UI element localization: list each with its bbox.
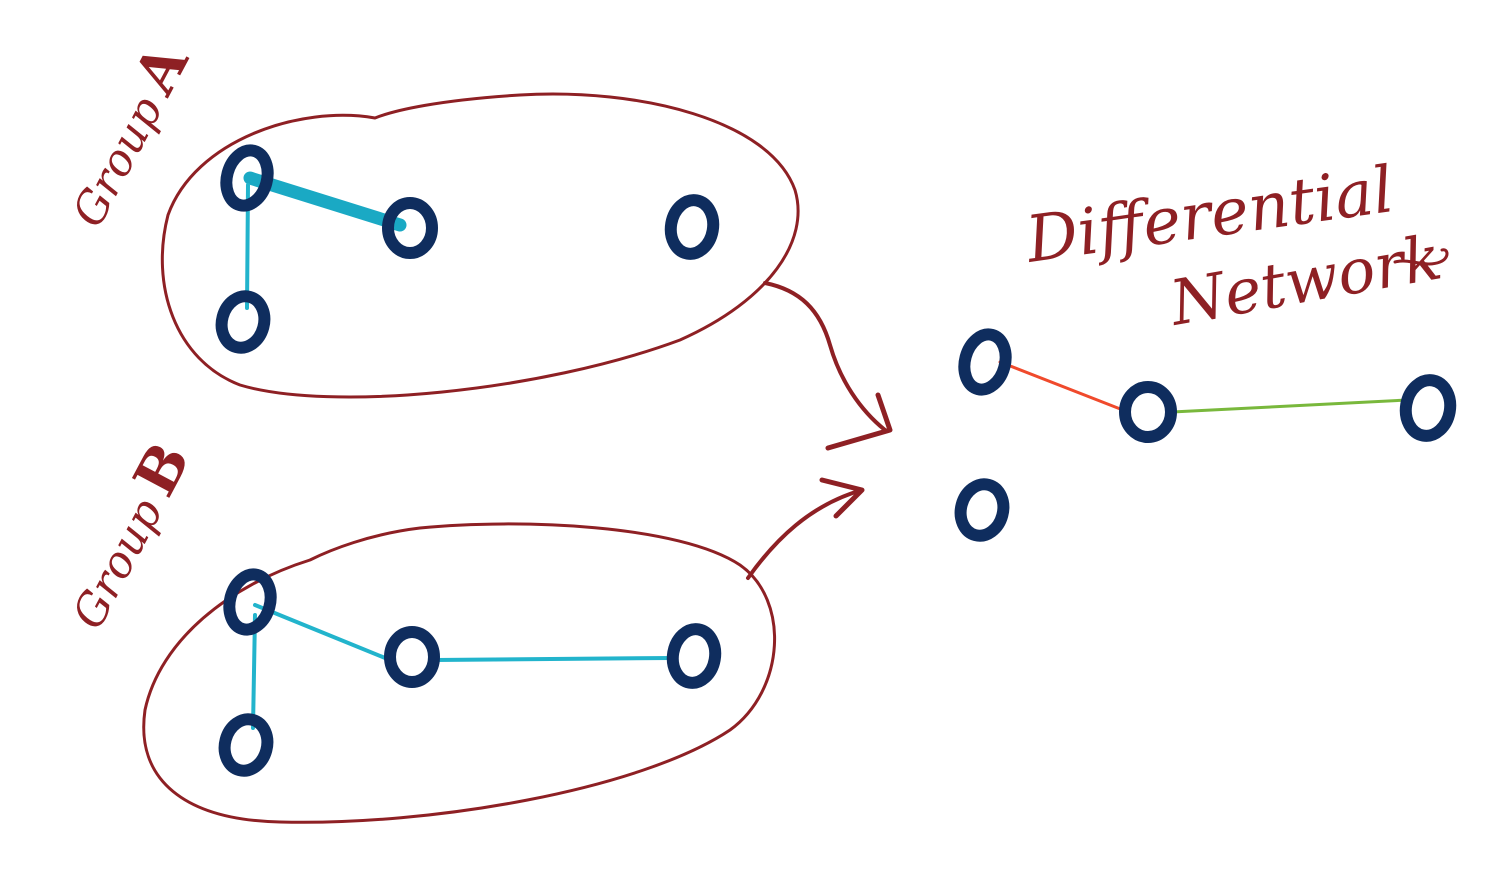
diff-node [958,328,1012,396]
group-b-node [218,713,274,777]
group-a-label: GroupA [50,32,202,236]
group-a-node [220,144,274,212]
group-b-edge-b2-b4 [433,656,674,662]
diff-node [954,478,1010,542]
arrow-a-to-diff-head [825,392,893,451]
diff-edge-decrease [998,360,1130,414]
group-b-node [666,623,722,689]
group-b-outline [142,522,777,824]
arrow-a-to-diff [763,281,887,432]
group-b: GroupB [50,432,777,824]
group-a-edge-a1-a2 [243,171,407,232]
group-a: GroupA [50,32,800,399]
group-b-edge-b1-b2 [253,603,392,662]
group-a-outline [160,92,800,399]
group-a-node [215,290,271,354]
group-b-node [223,568,277,636]
diff-node [1399,374,1457,442]
arrow-b-to-diff-head [819,477,865,519]
arrows [746,281,893,580]
group-b-label: GroupB [50,432,203,639]
group-a-node [664,194,720,260]
diff-node [1119,381,1177,443]
arrow-b-to-diff [746,488,864,580]
differential-network: Differential Network [954,153,1457,542]
title-flourish [1393,248,1449,266]
group-a-node [382,197,438,259]
group-b-node [384,626,440,688]
diff-edge-increase [1170,398,1410,414]
